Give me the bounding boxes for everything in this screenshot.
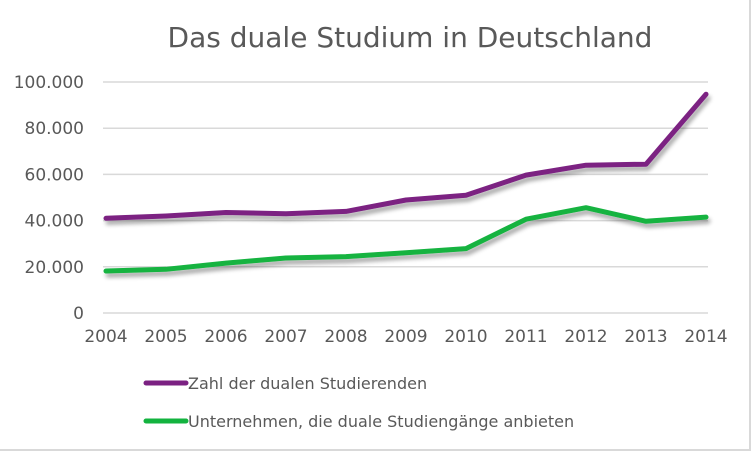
x-tick-label: 2006 bbox=[204, 327, 247, 347]
gridlines bbox=[103, 81, 708, 314]
x-tick-label: 2013 bbox=[624, 327, 667, 347]
y-tick-label: 20.000 bbox=[25, 258, 84, 278]
series-lines bbox=[103, 91, 709, 274]
x-axis-ticks: 2004 2005 2006 2007 2008 2009 2010 2011 2012 2013… bbox=[84, 327, 727, 347]
y-tick-label: 60.000 bbox=[25, 165, 84, 185]
x-tick-label: 2010 bbox=[444, 327, 487, 347]
legend-label-studierende: Zahl der dualen Studierenden bbox=[188, 374, 427, 393]
x-tick-label: 2005 bbox=[144, 327, 187, 347]
x-tick-label: 2012 bbox=[564, 327, 607, 347]
chart-title: Das duale Studium in Deutschland bbox=[168, 21, 653, 54]
y-tick-label: 80.000 bbox=[25, 119, 84, 139]
y-axis-ticks: 0 20.000 40.000 60.000 80.000 100.000 bbox=[14, 73, 84, 324]
legend-label-unternehmen: Unternehmen, die duale Studiengänge anbi… bbox=[188, 412, 574, 431]
series-line-0 bbox=[103, 91, 709, 221]
x-tick-label: 2014 bbox=[684, 327, 727, 347]
x-tick-label: 2009 bbox=[384, 327, 427, 347]
x-tick-label: 2011 bbox=[504, 327, 547, 347]
legend: Zahl der dualen Studierenden Unternehmen… bbox=[143, 374, 574, 431]
x-tick-label: 2004 bbox=[84, 327, 127, 347]
x-tick-label: 2008 bbox=[324, 327, 367, 347]
x-tick-label: 2007 bbox=[264, 327, 307, 347]
y-tick-label: 0 bbox=[73, 304, 84, 324]
series-line-1 bbox=[103, 205, 709, 274]
y-tick-label: 40.000 bbox=[25, 212, 84, 232]
y-tick-label: 100.000 bbox=[14, 73, 84, 93]
